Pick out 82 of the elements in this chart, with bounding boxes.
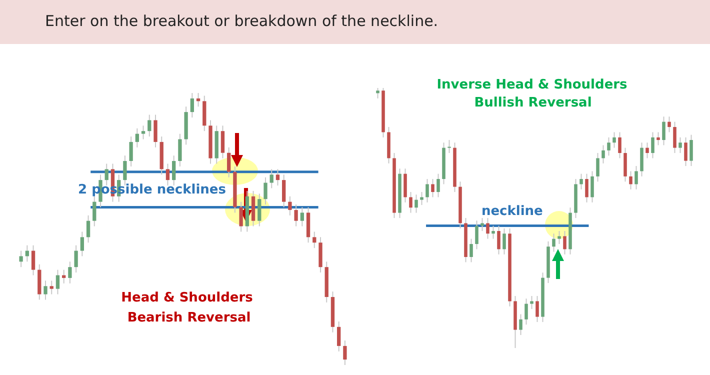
candlestick xyxy=(294,204,298,227)
candlestick xyxy=(337,320,341,352)
candlestick xyxy=(376,88,380,99)
candlestick xyxy=(129,136,133,167)
candlestick xyxy=(651,132,654,159)
candlestick xyxy=(44,280,48,300)
candlestick xyxy=(475,220,478,250)
candlestick xyxy=(436,173,440,198)
candlestick xyxy=(519,314,522,336)
candlestick xyxy=(135,128,139,148)
candlestick xyxy=(656,132,660,146)
ref-line-label: neckline xyxy=(481,204,544,220)
candlestick xyxy=(190,92,194,118)
candlestick xyxy=(282,174,286,208)
candlestick xyxy=(141,125,146,140)
candlestick xyxy=(56,269,60,295)
candlestick xyxy=(486,218,490,240)
candlestick xyxy=(276,168,280,186)
candlestick xyxy=(585,173,588,203)
candlestick xyxy=(530,296,534,310)
candlestick xyxy=(552,233,556,252)
candlestick xyxy=(662,116,666,146)
candlestick xyxy=(558,230,561,244)
candlestick xyxy=(673,121,676,154)
candlestick xyxy=(148,114,152,138)
candlestick xyxy=(50,280,54,295)
candlestick xyxy=(624,147,627,182)
candlestick xyxy=(409,192,412,214)
candlestick xyxy=(312,231,316,249)
candlestick xyxy=(178,133,182,167)
candlestick xyxy=(239,201,243,232)
annotation: Bullish Reversal xyxy=(474,95,592,110)
annotation: Head & Shoulders xyxy=(121,290,254,306)
candlestick xyxy=(68,261,72,284)
candlestick xyxy=(431,178,434,198)
candlestick xyxy=(470,238,473,263)
candlestick xyxy=(563,230,566,255)
candlestick xyxy=(270,168,274,189)
candlestick xyxy=(690,134,693,166)
candlestick xyxy=(220,125,225,159)
candlestick xyxy=(602,144,605,164)
candlestick xyxy=(646,142,649,159)
candlestick xyxy=(92,196,96,227)
candlestick xyxy=(154,114,158,148)
candlestick xyxy=(264,176,268,206)
candlestick xyxy=(612,132,616,148)
candlestick xyxy=(684,136,688,166)
candlestick xyxy=(258,193,262,227)
candlestick xyxy=(668,116,671,133)
candlestick xyxy=(590,170,594,203)
candlestick xyxy=(80,231,84,257)
candlestick xyxy=(629,170,632,190)
candlestick xyxy=(640,142,644,177)
candlestick xyxy=(227,146,231,178)
candlestick xyxy=(426,178,429,203)
candlestick xyxy=(678,136,682,154)
annotation: Bearish Reversal xyxy=(127,310,251,326)
candlestick xyxy=(480,218,484,232)
candlestick xyxy=(618,132,622,159)
candlestick xyxy=(62,269,66,284)
candlestick xyxy=(300,206,304,227)
candlestick xyxy=(607,136,610,156)
candlestick xyxy=(596,152,600,182)
annotation: Inverse Head & Shoulders xyxy=(436,77,628,92)
candlestick xyxy=(420,192,424,206)
candlestick xyxy=(580,173,583,190)
candlestick xyxy=(536,296,539,322)
candlestick xyxy=(497,225,500,255)
candlestick xyxy=(86,214,90,244)
candlestick xyxy=(414,194,418,214)
candlestick xyxy=(19,250,23,268)
candlestick xyxy=(31,244,36,276)
candlestick xyxy=(502,228,506,255)
chart-title: Enter on the breakout or breakdown of the neckline. xyxy=(45,12,438,30)
candlestick xyxy=(492,225,495,240)
candlestick xyxy=(404,168,407,203)
candlestick xyxy=(343,340,347,366)
candlestick xyxy=(448,140,451,154)
candlestick xyxy=(288,196,292,216)
candlestick xyxy=(634,166,638,190)
candlestick xyxy=(524,298,528,326)
candlestick xyxy=(74,244,78,274)
